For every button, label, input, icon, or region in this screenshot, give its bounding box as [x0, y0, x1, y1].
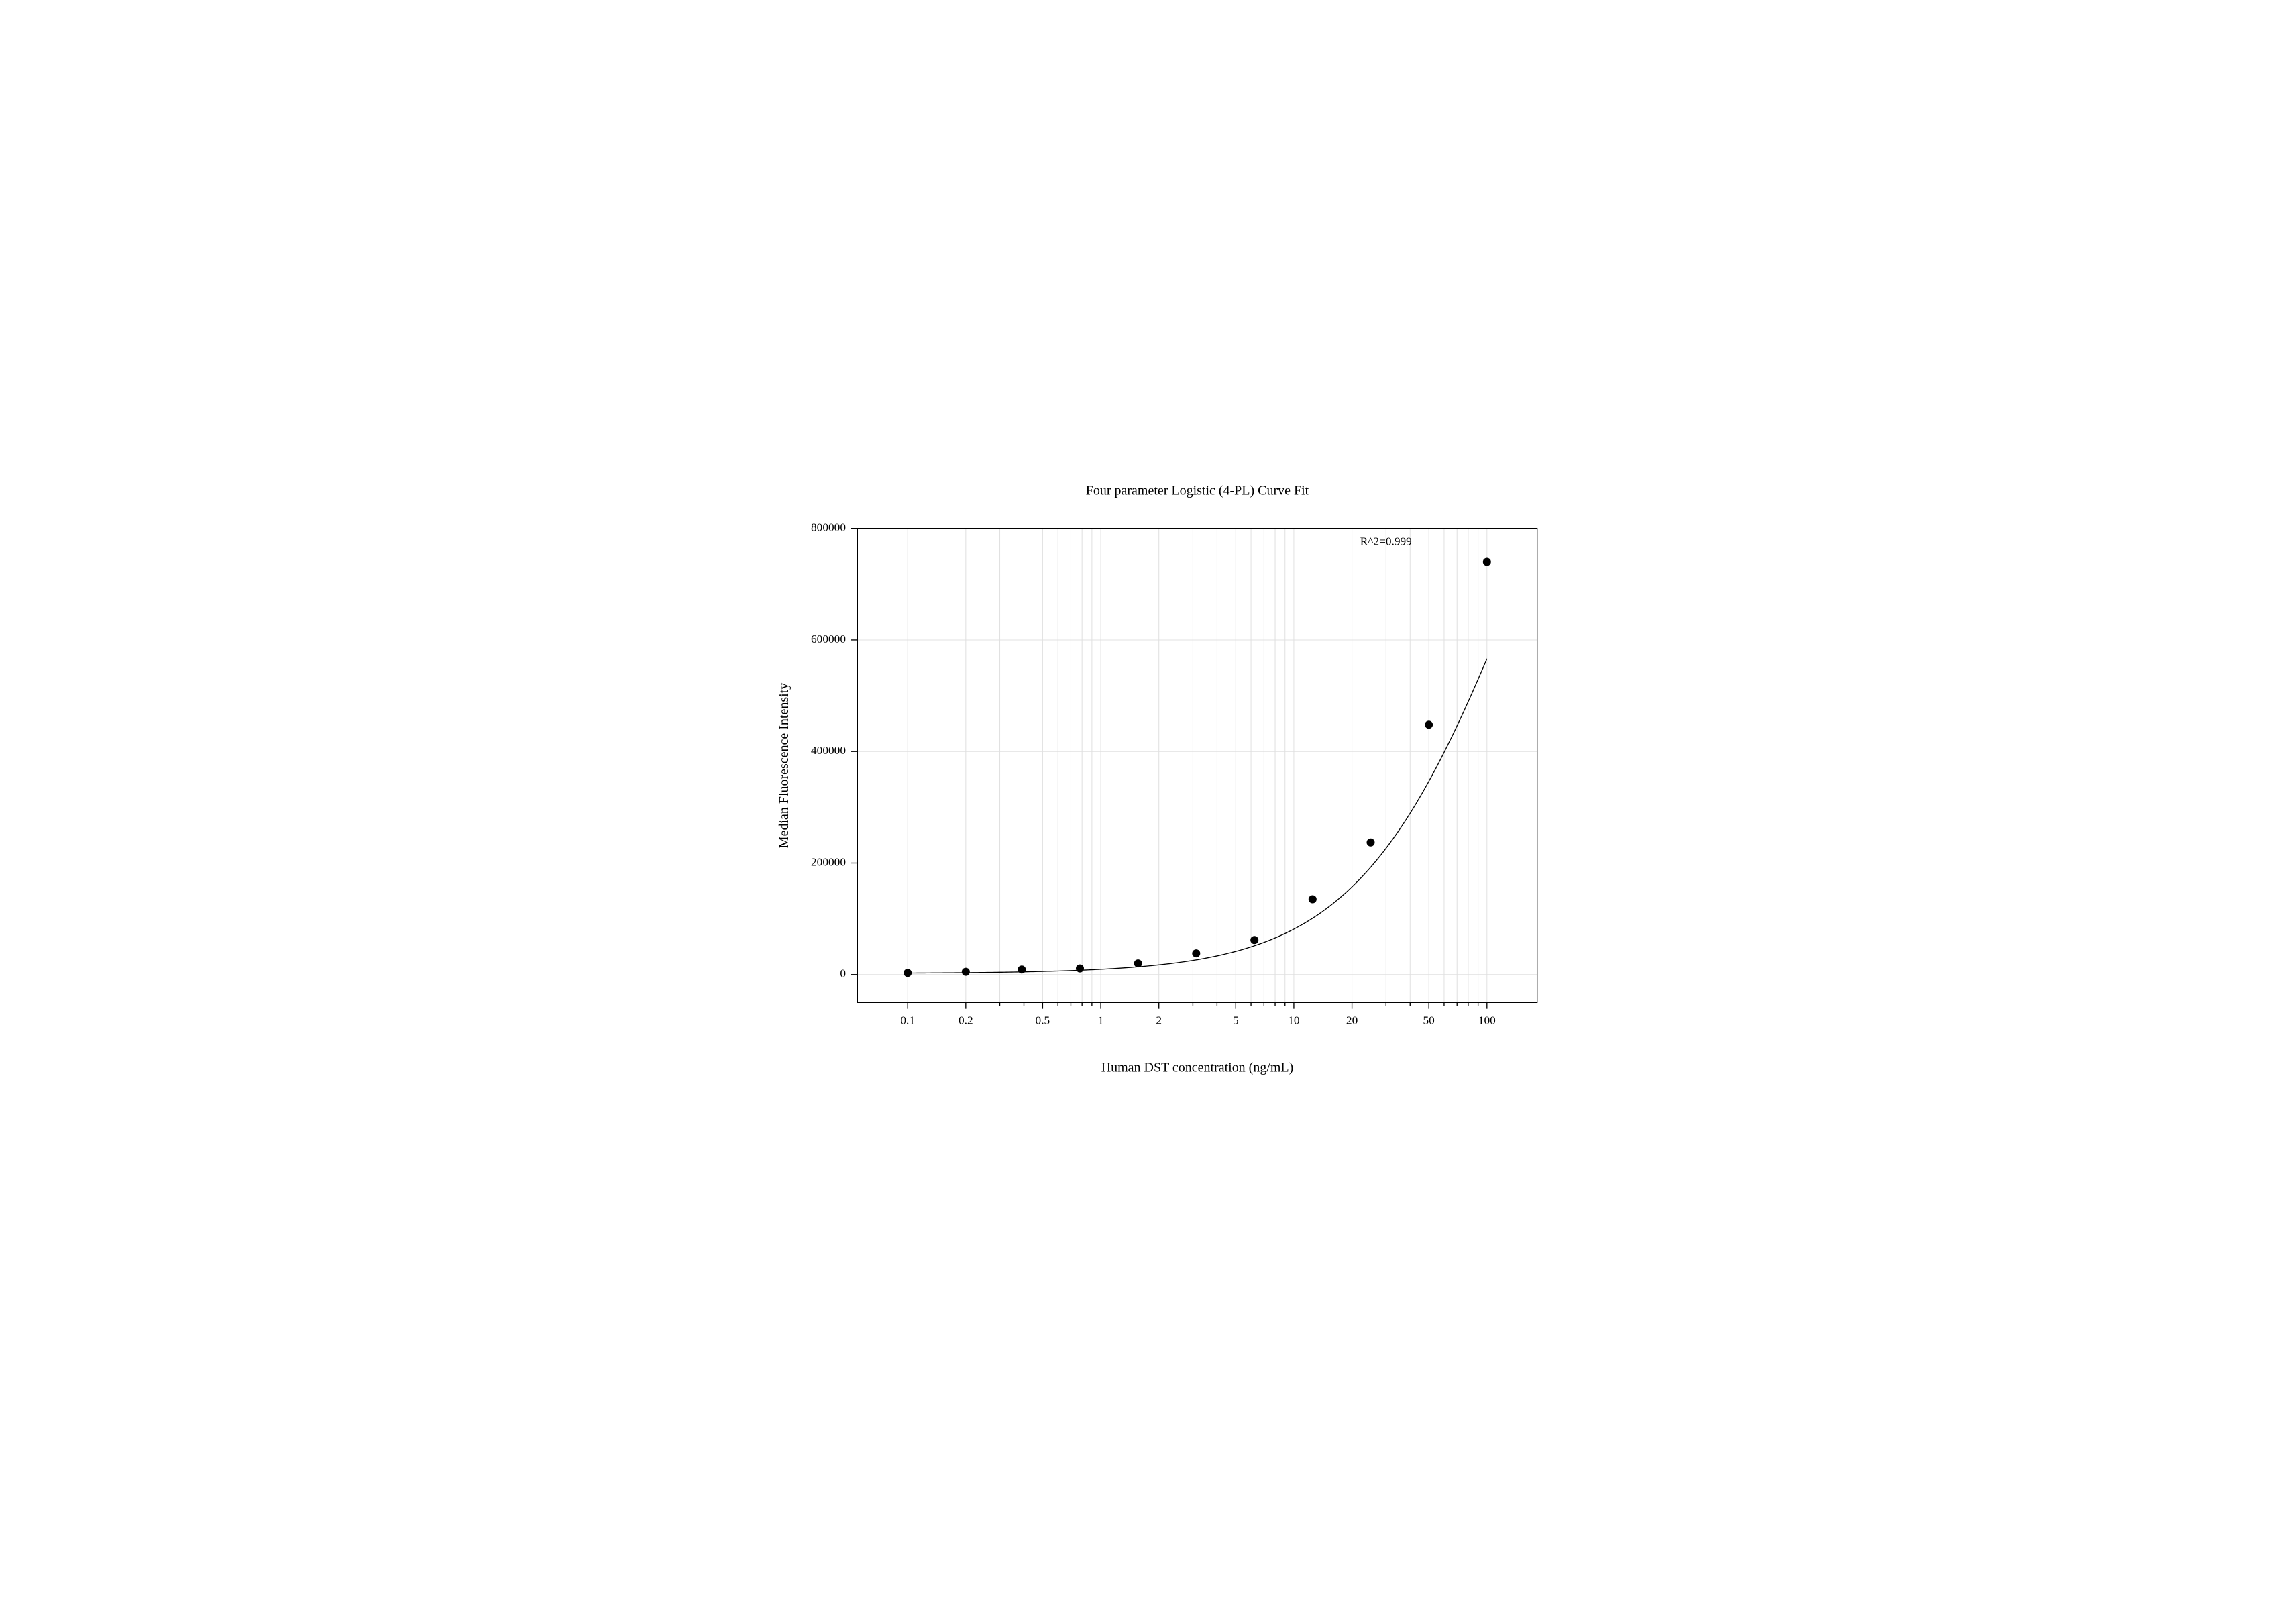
data-point	[1425, 721, 1433, 729]
y-axis-label: Median Fluorescence Intensity	[777, 683, 791, 848]
x-tick-label: 0.1	[900, 1014, 915, 1027]
y-tick-label: 600000	[811, 633, 846, 645]
x-axis-label: Human DST concentration (ng/mL)	[1101, 1061, 1294, 1075]
x-tick-label: 5	[1233, 1014, 1239, 1027]
data-point	[904, 969, 912, 977]
x-tick-label: 50	[1423, 1014, 1434, 1027]
chart-svg: 0 200000 400000 600000 800000 0.1 0.2 0.5 1 2 5 10 2…	[701, 450, 1595, 1150]
data-point	[1192, 949, 1200, 957]
x-tick-label: 0.2	[959, 1014, 973, 1027]
x-tick-label: 10	[1288, 1014, 1299, 1027]
y-tick-label: 400000	[811, 745, 846, 757]
x-tick-label: 100	[1478, 1014, 1496, 1027]
x-tick-label: 0.5	[1035, 1014, 1050, 1027]
data-point	[1018, 966, 1026, 974]
data-point	[1134, 959, 1142, 967]
y-tick-label: 800000	[811, 521, 846, 534]
chart-container: 0 200000 400000 600000 800000 0.1 0.2 0.5 1 2 5 10 2…	[701, 450, 1595, 1153]
data-point	[962, 968, 970, 976]
x-tick-label: 1	[1098, 1014, 1104, 1027]
r-squared-annotation: R^2=0.999	[1360, 535, 1412, 548]
data-point	[1309, 896, 1317, 904]
data-point	[1366, 839, 1374, 847]
chart-title: Four parameter Logistic (4-PL) Curve Fit	[1086, 484, 1309, 498]
chart-background	[701, 450, 1595, 1150]
data-point	[1250, 937, 1258, 945]
x-tick-label: 2	[1156, 1014, 1162, 1027]
data-point	[1076, 965, 1084, 973]
y-tick-label: 200000	[811, 856, 846, 869]
x-tick-label: 20	[1346, 1014, 1358, 1027]
data-point	[1483, 558, 1491, 566]
y-tick-label: 0	[840, 967, 846, 980]
